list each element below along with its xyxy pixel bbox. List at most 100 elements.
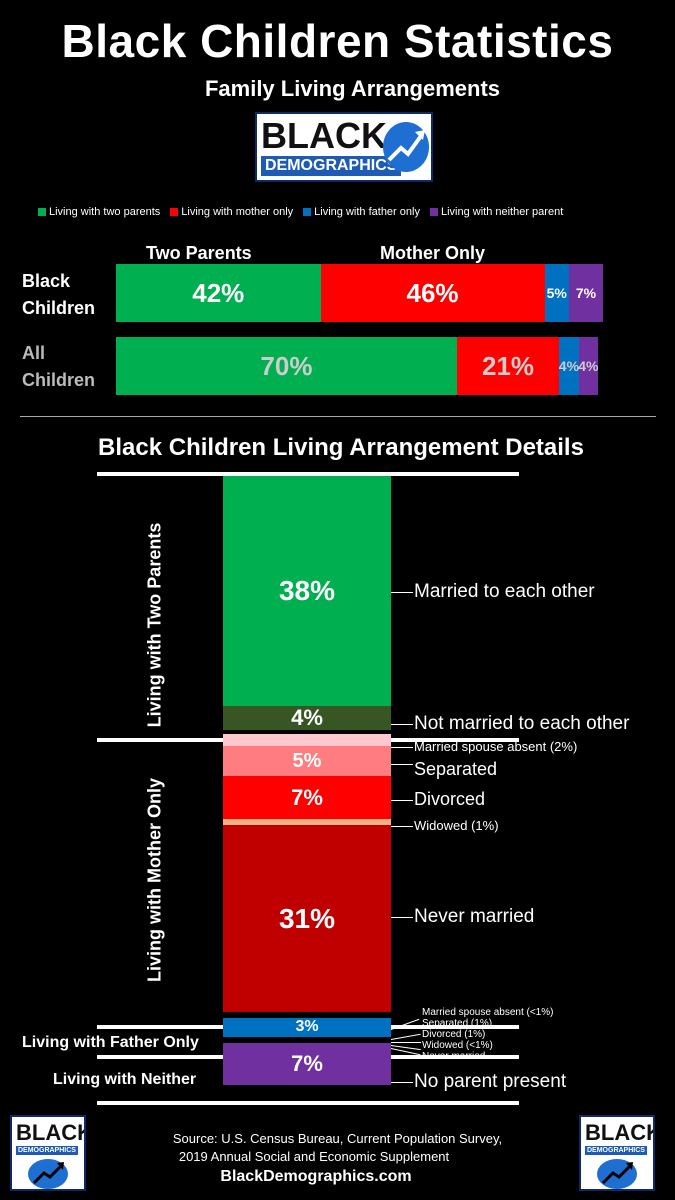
label-separated: Separated bbox=[414, 759, 498, 779]
logo-text: DEMOGRAPHICS bbox=[16, 1146, 78, 1155]
divider bbox=[20, 416, 656, 417]
father-label: Widowed (<1%) bbox=[422, 1040, 493, 1051]
father-label: Separated (1%) bbox=[422, 1018, 493, 1029]
bar-segment-neither: 7% bbox=[568, 264, 603, 322]
trend-arrow-icon bbox=[597, 1159, 637, 1189]
data-label: 7% bbox=[291, 784, 323, 810]
legend-swatch bbox=[429, 208, 438, 216]
trend-arrow-icon bbox=[383, 122, 429, 172]
father-label: Never married bbox=[422, 1051, 486, 1062]
logo-text: DEMOGRAPHICS bbox=[585, 1146, 647, 1155]
bar-segment-two-parents: 42% bbox=[116, 264, 321, 322]
bar-segment-father-only: 4% bbox=[558, 337, 580, 395]
father-labels: Married spouse absent (<1%) Separated (1… bbox=[422, 1007, 553, 1062]
logo-text: BLACK bbox=[585, 1120, 655, 1145]
detail-segment-spouse-absent bbox=[223, 734, 391, 747]
data-label: 4% bbox=[291, 704, 323, 730]
leader-line bbox=[391, 1082, 413, 1083]
row-label-line: Children bbox=[22, 370, 96, 390]
details-title: Black Children Living Arrangement Detail… bbox=[98, 434, 584, 461]
father-label: Married spouse absent (<1%) bbox=[422, 1007, 554, 1018]
source-line: Source: U.S. Census Bureau, Current Popu… bbox=[172, 1131, 503, 1146]
header-two-parents: Two Parents bbox=[146, 243, 252, 263]
label-widowed: Widowed (1%) bbox=[414, 818, 499, 833]
label-spouse-absent: Married spouse absent (2%) bbox=[414, 739, 578, 754]
row-label-all: All Children bbox=[22, 340, 95, 394]
legend-label: Living with mother only bbox=[181, 206, 294, 218]
logo-text: BLACK bbox=[16, 1120, 86, 1145]
logo: BLACK DEMOGRAPHICS bbox=[10, 1115, 86, 1191]
bar-segment-two-parents: 70% bbox=[116, 337, 457, 395]
data-label: 70% bbox=[260, 350, 313, 381]
detail-segment-not-married: 4% bbox=[223, 704, 391, 731]
data-label: 5% bbox=[546, 285, 567, 301]
bar-segment-father-only: 5% bbox=[544, 264, 569, 322]
legend-item: Living with father only bbox=[303, 206, 420, 218]
father-label: Divorced (1%) bbox=[422, 1029, 486, 1040]
leader-line bbox=[391, 764, 413, 765]
logo-text: DEMOGRAPHICS bbox=[261, 156, 402, 176]
row-label-black: Black Children bbox=[22, 268, 95, 322]
page-title: Black Children Statistics bbox=[61, 15, 614, 67]
detail-segment-father-total: 3% bbox=[223, 1018, 391, 1037]
legend-label: Living with neither parent bbox=[440, 206, 564, 218]
data-label: 21% bbox=[482, 350, 535, 381]
leader-line bbox=[390, 1033, 421, 1040]
legend-swatch bbox=[170, 208, 179, 216]
legend: Living with two parents Living with mothe… bbox=[38, 206, 658, 218]
detail-segment-married: 38% bbox=[223, 476, 391, 706]
detail-segment-never-married: 31% bbox=[223, 824, 391, 1013]
legend-item: Living with mother only bbox=[170, 206, 293, 218]
label-married: Married to each other bbox=[414, 581, 595, 602]
source-line: 2019 Annual Social and Economic Suppleme… bbox=[178, 1149, 450, 1164]
separator-line bbox=[97, 1101, 519, 1105]
row-label-line: Children bbox=[22, 298, 96, 318]
group-label-text: Living with Mother Only bbox=[144, 778, 165, 982]
row-label-line: Black bbox=[22, 271, 71, 291]
label-divorced: Divorced bbox=[414, 789, 486, 809]
data-label: 31% bbox=[278, 902, 336, 934]
trend-arrow-icon bbox=[28, 1159, 68, 1189]
leader-line bbox=[391, 826, 413, 827]
details-stacked-column: 38% 4% 5% 7% 31% 3% 7% bbox=[223, 476, 391, 1098]
stacked-bar-chart: 42% 46% 5% 7% 70% 21% 4% 4% bbox=[116, 264, 603, 395]
label-never-married: Never married bbox=[414, 906, 535, 927]
data-label: 7% bbox=[575, 285, 597, 301]
leader-line bbox=[391, 800, 413, 801]
leader-line bbox=[391, 747, 413, 748]
bar-segment-mother-only: 46% bbox=[320, 264, 545, 322]
legend-label: Living with father only bbox=[314, 206, 420, 218]
detail-segment-divorced: 7% bbox=[223, 776, 391, 819]
legend-label: Living with two parents bbox=[49, 206, 161, 218]
group-label-neither: Living with Neither bbox=[53, 1071, 197, 1088]
data-label: 3% bbox=[295, 1018, 319, 1036]
detail-segment-widowed bbox=[223, 818, 391, 825]
leader-line bbox=[391, 917, 413, 918]
data-label: 46% bbox=[406, 277, 459, 308]
legend-swatch bbox=[303, 208, 312, 216]
group-label-text: Living with Two Parents bbox=[144, 522, 165, 728]
page-subtitle: Family Living Arrangements bbox=[204, 76, 501, 101]
label-no-parent: No parent present bbox=[414, 1071, 567, 1092]
header-mother-only: Mother Only bbox=[380, 243, 486, 263]
legend-item: Living with two parents bbox=[38, 206, 160, 218]
bar-segment-neither: 4% bbox=[578, 337, 599, 395]
logo: BLACK DEMOGRAPHICS bbox=[255, 112, 433, 182]
legend-swatch bbox=[38, 208, 46, 216]
data-label: 4% bbox=[558, 358, 580, 374]
source-site: BlackDemographics.com bbox=[220, 1168, 412, 1185]
bar-segment-mother-only: 21% bbox=[456, 337, 560, 395]
detail-segment-neither: 7% bbox=[223, 1042, 391, 1085]
separator-line bbox=[97, 472, 519, 476]
logo: BLACK DEMOGRAPHICS bbox=[579, 1115, 655, 1191]
leader-line bbox=[391, 1042, 421, 1043]
legend-item: Living with neither parent bbox=[429, 206, 564, 218]
label-not-married: Not married to each other bbox=[414, 713, 630, 734]
logo-text: BLACK bbox=[261, 115, 387, 156]
detail-segment-separated: 5% bbox=[223, 746, 391, 777]
leader-line bbox=[391, 724, 413, 725]
data-label: 42% bbox=[192, 277, 245, 308]
data-label: 7% bbox=[291, 1050, 323, 1076]
data-label: 38% bbox=[278, 574, 336, 606]
leader-line bbox=[391, 592, 413, 593]
